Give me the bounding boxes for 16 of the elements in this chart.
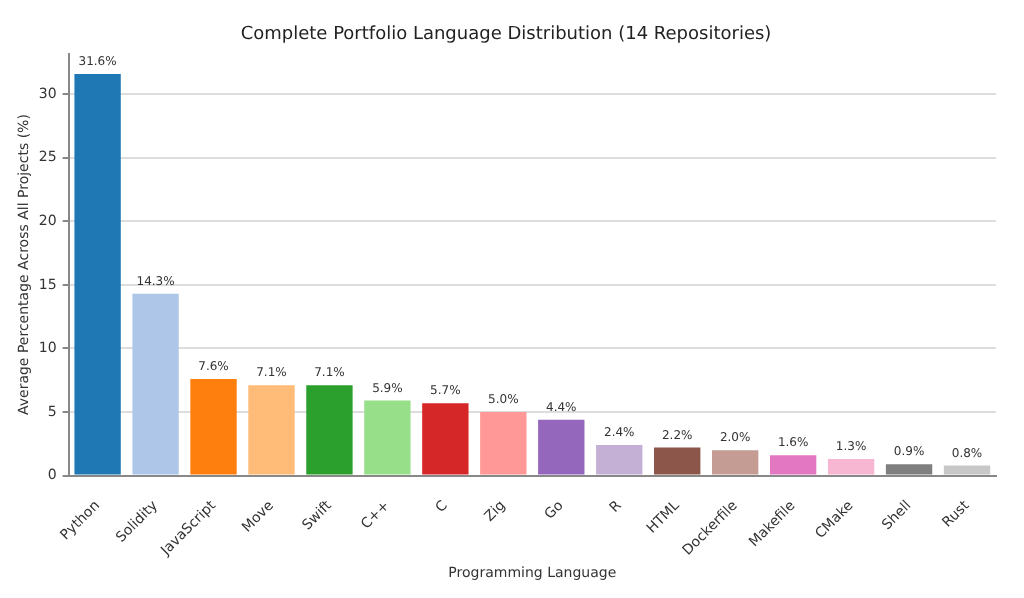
bar (74, 73, 121, 475)
bar (132, 293, 179, 475)
bar (943, 465, 991, 475)
bar (538, 419, 585, 475)
bar (827, 459, 875, 475)
chart-title: Complete Portfolio Language Distribution (14 Repositories) (240, 25, 772, 46)
bar (306, 385, 353, 475)
bar (480, 412, 527, 475)
bar (248, 385, 295, 475)
bar (422, 403, 469, 475)
bar (711, 450, 759, 475)
bar (654, 447, 701, 475)
bar (769, 455, 817, 475)
bar (364, 400, 411, 475)
bar (190, 378, 237, 475)
bar (596, 445, 643, 475)
